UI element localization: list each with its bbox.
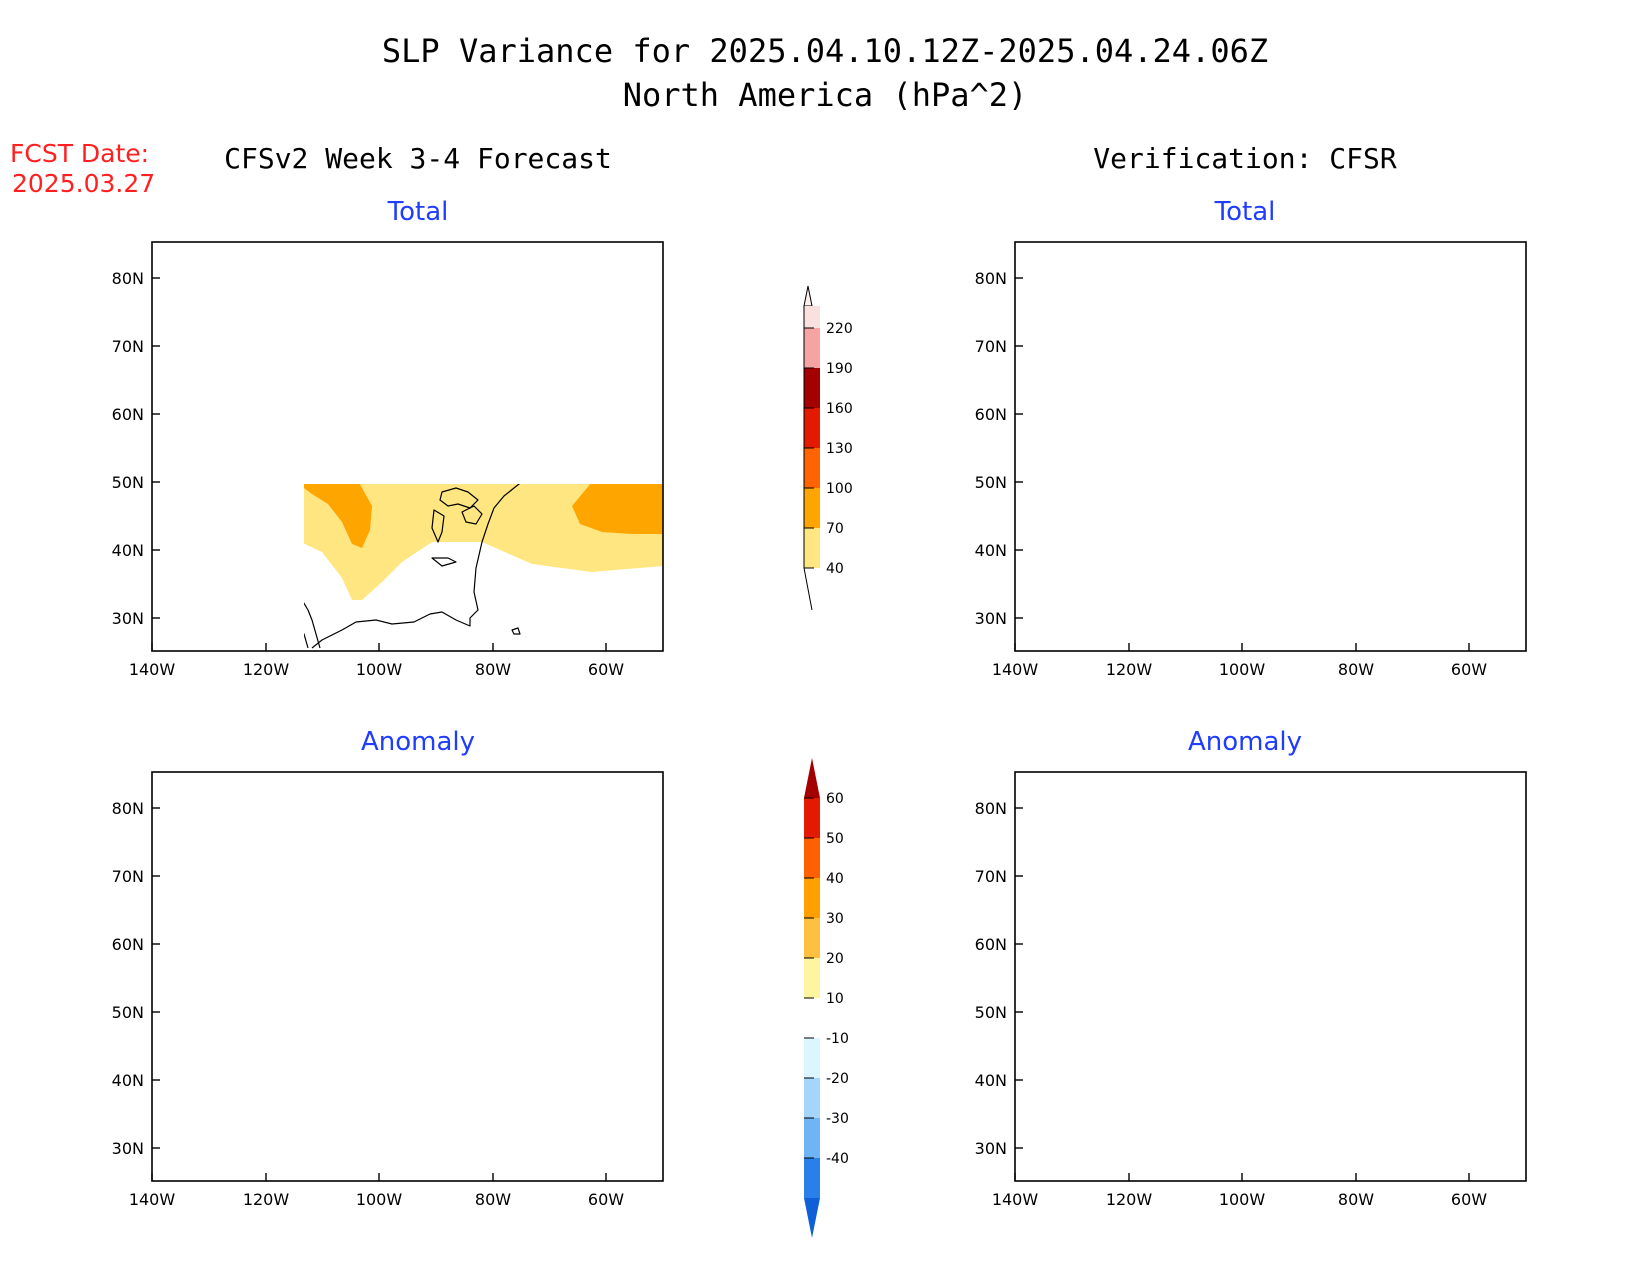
- lat-tick-label: 70N: [112, 867, 144, 886]
- forecast-anomaly-map: [151, 771, 664, 1182]
- lat-tick-label: 40N: [112, 1071, 144, 1090]
- lat-tick-label: 30N: [112, 1139, 144, 1158]
- verification-anomaly-map: [1014, 771, 1527, 1182]
- verification-total-map: [1014, 241, 1527, 652]
- lon-tick-label: 120W: [243, 1190, 290, 1209]
- anomaly-colorbar-label: -10: [826, 1031, 849, 1047]
- total-colorbar-label: 100: [826, 481, 853, 497]
- axis-ticks: 140W 120W 100W 80W 60W 80N 70N 60N 50N 40N 30N 140W…: [112, 269, 1488, 1209]
- anomaly-colorbar: 60 50 40 30 20 10 -10 -20 -30 -40: [804, 758, 849, 1238]
- lat-tick-label: 50N: [112, 473, 144, 492]
- lat-tick-label: 30N: [975, 1139, 1007, 1158]
- lon-tick-label: 80W: [1338, 1190, 1374, 1209]
- lat-tick-label: 80N: [112, 799, 144, 818]
- lat-tick-label: 30N: [112, 609, 144, 628]
- total-colorbar-label: 70: [826, 521, 844, 537]
- forecast-total-title: Total: [387, 197, 449, 227]
- forecast-total-map: [151, 241, 664, 652]
- lat-tick-label: 30N: [975, 609, 1007, 628]
- lon-tick-label: 60W: [1451, 1190, 1487, 1209]
- total-colorbar-label: 130: [826, 441, 853, 457]
- total-colorbar: 220 190 160 130 100 70 40: [803, 285, 853, 611]
- lon-tick-label: 100W: [356, 1190, 403, 1209]
- lat-tick-label: 50N: [112, 1003, 144, 1022]
- total-colorbar-label: 220: [826, 321, 853, 337]
- total-colorbar-label: 160: [826, 401, 853, 417]
- lon-tick-label: 60W: [588, 660, 624, 679]
- lat-tick-label: 50N: [975, 1003, 1007, 1022]
- lon-tick-label: 80W: [475, 660, 511, 679]
- fcst-date-label: FCST Date:: [10, 139, 149, 168]
- anomaly-colorbar-label: -30: [826, 1111, 849, 1127]
- lat-tick-label: 70N: [975, 337, 1007, 356]
- lon-tick-label: 100W: [1219, 1190, 1266, 1209]
- verification-total-title: Total: [1214, 197, 1276, 227]
- anomaly-colorbar-label: 20: [826, 951, 844, 967]
- total-colorbar-label: 190: [826, 361, 853, 377]
- lon-tick-label: 140W: [129, 660, 176, 679]
- lat-tick-label: 80N: [975, 799, 1007, 818]
- lon-tick-label: 140W: [129, 1190, 176, 1209]
- lat-tick-label: 40N: [975, 1071, 1007, 1090]
- lat-tick-label: 50N: [975, 473, 1007, 492]
- lon-tick-label: 100W: [1219, 660, 1266, 679]
- lon-tick-label: 100W: [356, 660, 403, 679]
- lon-tick-label: 80W: [475, 1190, 511, 1209]
- forecast-column-header: CFSv2 Week 3-4 Forecast: [224, 142, 612, 175]
- anomaly-colorbar-label: 10: [826, 991, 844, 1007]
- map-title-line2: North America (hPa^2): [623, 76, 1028, 114]
- anomaly-colorbar-label: 60: [826, 791, 844, 807]
- lon-tick-label: 120W: [243, 660, 290, 679]
- anomaly-colorbar-label: 50: [826, 831, 844, 847]
- verification-anomaly-title: Anomaly: [1188, 727, 1302, 757]
- map-title-line1: SLP Variance for 2025.04.10.12Z-2025.04.…: [382, 32, 1268, 70]
- fcst-date-value: 2025.03.27: [12, 169, 155, 198]
- lat-tick-label: 60N: [975, 935, 1007, 954]
- lat-tick-label: 60N: [975, 405, 1007, 424]
- lon-tick-label: 60W: [1451, 660, 1487, 679]
- lat-tick-label: 70N: [975, 867, 1007, 886]
- anomaly-colorbar-label: 40: [826, 871, 844, 887]
- lon-tick-label: 120W: [1106, 660, 1153, 679]
- lat-tick-label: 70N: [112, 337, 144, 356]
- forecast-anomaly-title: Anomaly: [361, 727, 475, 757]
- lat-tick-label: 40N: [975, 541, 1007, 560]
- lat-tick-label: 40N: [112, 541, 144, 560]
- lon-tick-label: 60W: [588, 1190, 624, 1209]
- lon-tick-label: 140W: [992, 1190, 1039, 1209]
- lat-tick-label: 60N: [112, 935, 144, 954]
- lon-tick-label: 140W: [992, 660, 1039, 679]
- anomaly-colorbar-label: -40: [826, 1151, 849, 1167]
- anomaly-colorbar-label: 30: [826, 911, 844, 927]
- lon-tick-label: 80W: [1338, 660, 1374, 679]
- lat-tick-label: 60N: [112, 405, 144, 424]
- lon-tick-label: 120W: [1106, 1190, 1153, 1209]
- total-colorbar-label: 40: [826, 561, 844, 577]
- anomaly-colorbar-label: -20: [826, 1071, 849, 1087]
- lat-tick-label: 80N: [975, 269, 1007, 288]
- lat-tick-label: 80N: [112, 269, 144, 288]
- verification-column-header: Verification: CFSR: [1093, 142, 1397, 175]
